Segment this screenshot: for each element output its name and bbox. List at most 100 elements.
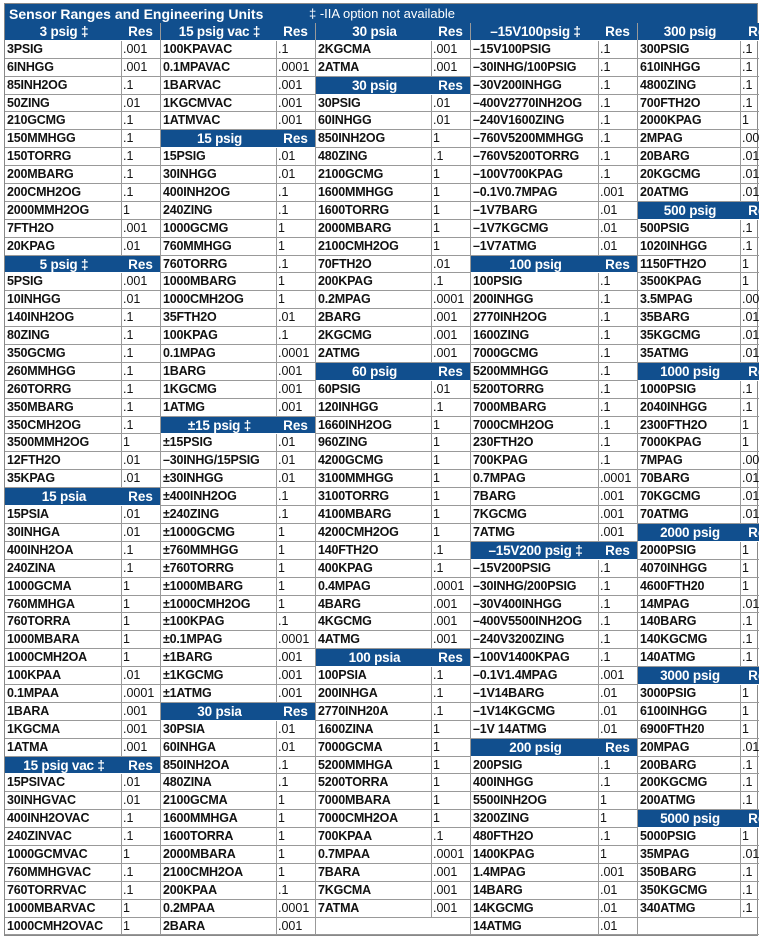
unit-code: 2100CMH2OA <box>161 863 277 881</box>
resolution-value: 1 <box>742 560 749 575</box>
table-row: 35BARG .01 <box>638 309 759 328</box>
table-row: 2KGCMG .001 <box>316 327 470 346</box>
resolution-value: .001 <box>600 489 625 504</box>
resolution-value: .1 <box>600 77 611 92</box>
table-row: 0.4MPAG .0001 <box>316 577 470 596</box>
table-row: 400INH2OA .1 <box>5 541 160 560</box>
resolution-value: .1 <box>433 703 444 718</box>
table-row: 7000MBARA 1 <box>316 792 470 811</box>
resolution-value: 1 <box>433 220 440 235</box>
table-row: 35ATMG .01 <box>638 345 759 363</box>
unit-code: 70BARG <box>638 470 741 488</box>
table-row: 20ATMG .01 <box>638 184 759 202</box>
table-row: 2100GCMG 1 <box>316 166 470 185</box>
unit-code: 350MBARG <box>5 398 122 416</box>
range-header-row: 100 psig Res <box>471 255 637 274</box>
resolution-value: .001 <box>433 346 458 361</box>
unit-code: 3PSIG <box>5 40 122 58</box>
resolution-value: .1 <box>600 59 611 74</box>
unit-code: 140BARG <box>638 613 741 631</box>
resolution-value: .1 <box>742 775 753 790</box>
unit-code: 35KGCMG <box>638 327 741 345</box>
table-row: ±1BARG .001 <box>161 649 315 668</box>
resolution-value: .01 <box>278 167 296 182</box>
res-header: Res <box>128 24 153 39</box>
unit-code: 340ATMG <box>638 899 741 917</box>
table-row: ±1KGCMG .001 <box>161 667 315 685</box>
resolution-value: .1 <box>123 417 134 432</box>
table-row: 3100MMHGG 1 <box>316 470 470 489</box>
range-header: 30 psia <box>197 703 242 719</box>
resolution-value: .01 <box>742 167 759 182</box>
unit-code: 50ZING <box>5 94 122 112</box>
unit-code: 7000CMH2OA <box>316 810 432 828</box>
table-row: 760TORRVAC .1 <box>5 881 160 900</box>
sensor-ranges-table: Sensor Ranges and Engineering Units ‡ -I… <box>4 3 759 937</box>
table-row: 140ATMG .1 <box>638 649 759 668</box>
range-header-row: –15V200 psig ‡ Res <box>471 541 637 560</box>
unit-code: 6INHGG <box>5 58 122 76</box>
unit-code: –100V700KPAG <box>471 166 599 184</box>
resolution-value: .0001 <box>278 900 310 915</box>
resolution-value: .1 <box>123 113 134 128</box>
table-row: 230FTH2O .1 <box>471 434 637 453</box>
resolution-value: .1 <box>433 829 444 844</box>
unit-code: –1V7BARG <box>471 201 599 219</box>
table-row: –400V5500INH2OG .1 <box>471 613 637 632</box>
resolution-value: .1 <box>600 417 611 432</box>
unit-code: 1000GCMVAC <box>5 845 122 863</box>
unit-code: ±1KGCMG <box>161 667 277 684</box>
unit-code: ±760TORRG <box>161 559 277 577</box>
range-header: –15V200 psig ‡ <box>488 542 583 558</box>
table-row: 5000PSIG 1 <box>638 828 759 846</box>
resolution-value: .1 <box>600 614 611 629</box>
unit-code: 140FTH2O <box>316 541 432 559</box>
resolution-value: .1 <box>600 346 611 361</box>
table-row: –240V1600ZING .1 <box>471 112 637 131</box>
table-row: 200INHGA .1 <box>316 684 470 703</box>
resolution-value: .001 <box>433 614 458 629</box>
table-row: 2100GCMA 1 <box>161 792 315 811</box>
unit-code: 7KGCMG <box>471 506 599 523</box>
table-row: 1000GCMG 1 <box>161 219 315 238</box>
res-header: Res <box>605 24 630 39</box>
table-row: 7000GCMG .1 <box>471 345 637 363</box>
unit-code: 350KGCMG <box>638 881 741 899</box>
unit-code: 480ZINA <box>161 774 277 792</box>
resolution-value: 1 <box>278 220 285 235</box>
unit-code: 1BARVAC <box>161 76 277 94</box>
table-row: 1600ZING .1 <box>471 327 637 346</box>
resolution-value: .1 <box>600 399 611 414</box>
res-header: Res <box>748 668 759 684</box>
resolution-value: .01 <box>742 471 759 486</box>
resolution-value: 1 <box>742 542 749 557</box>
range-header: 5000 psig <box>660 811 720 827</box>
resolution-value: .1 <box>433 560 444 575</box>
resolution-value: .001 <box>433 900 458 915</box>
table-row: –100V1400KPAG .1 <box>471 649 637 668</box>
table-row: 5200MMHGG .1 <box>471 362 637 381</box>
unit-code: 7MPAG <box>638 452 741 470</box>
table-row: 0.1MPAG .0001 <box>161 345 315 363</box>
unit-code: 7000KPAG <box>638 434 741 452</box>
unit-code: 150MMHGG <box>5 130 122 148</box>
resolution-value: .01 <box>123 668 141 683</box>
resolution-value: .1 <box>742 614 753 629</box>
unit-code: 7000MBARA <box>316 792 432 810</box>
table-row: 2KGCMA .001 <box>316 40 470 59</box>
resolution-value: .1 <box>600 95 611 110</box>
table-row: –0.1V1.4MPAG .001 <box>471 667 637 685</box>
table-row: ±100KPAG .1 <box>161 613 315 632</box>
resolution-value: .1 <box>742 77 753 92</box>
table-row: 80ZING .1 <box>5 327 160 346</box>
unit-code: 260MMHGG <box>5 362 122 380</box>
table-row: 1BARVAC .001 <box>161 76 315 95</box>
unit-code: –1V7KGCMG <box>471 219 599 237</box>
resolution-value: .001 <box>600 524 625 539</box>
table-row: –1V 14ATMG .01 <box>471 720 637 739</box>
resolution-value: .01 <box>600 238 618 253</box>
table-row: 7000MBARG .1 <box>471 398 637 417</box>
resolution-value: .1 <box>278 882 289 897</box>
resolution-value: 1 <box>278 811 285 826</box>
range-header: 15 psig <box>196 131 243 147</box>
